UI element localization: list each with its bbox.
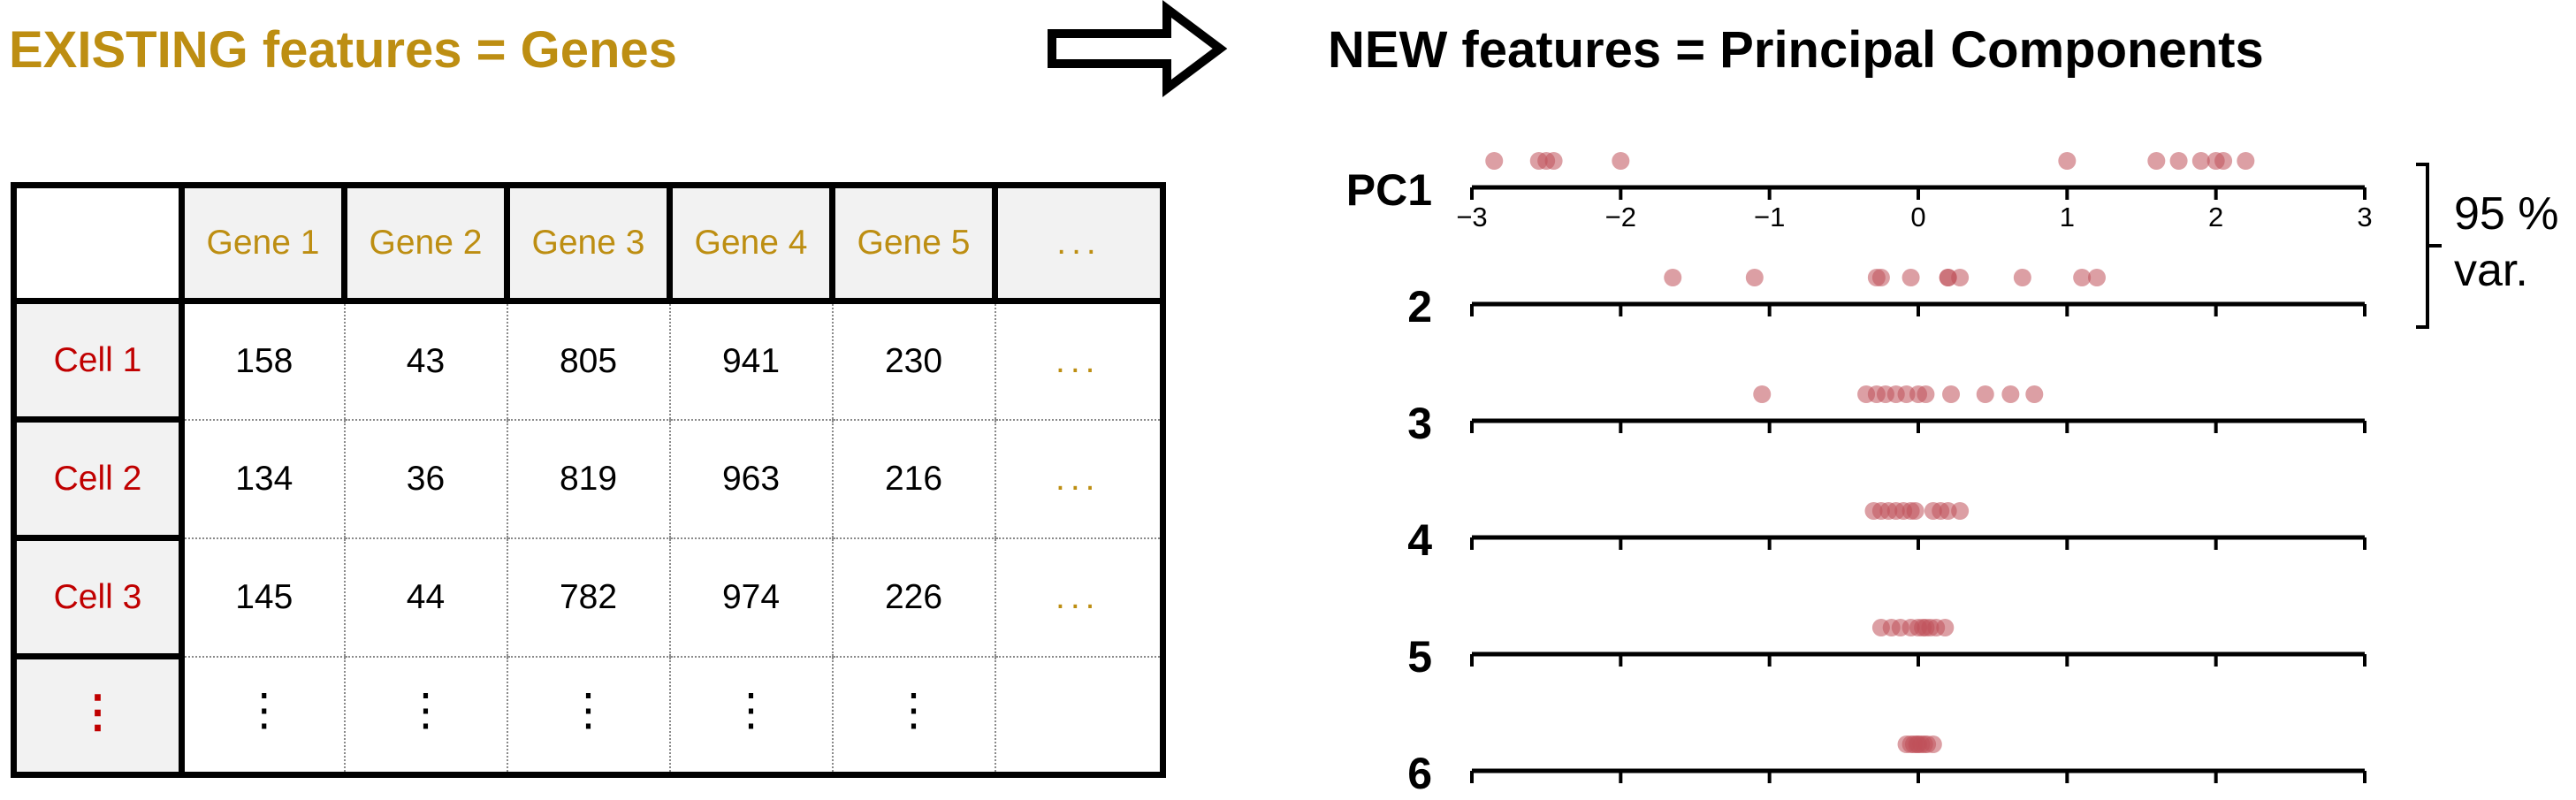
pc-label: PC1 bbox=[1346, 165, 1432, 215]
tick-label: −2 bbox=[1605, 202, 1636, 232]
data-point bbox=[2058, 152, 2077, 170]
table-cell: 974 bbox=[668, 537, 833, 658]
table-cell: 158 bbox=[180, 301, 345, 421]
data-point bbox=[2169, 152, 2188, 170]
data-point bbox=[1906, 502, 1924, 520]
pc-label: 4 bbox=[1407, 515, 1432, 565]
row-label-cell-1: Cell 1 bbox=[11, 298, 185, 423]
data-point bbox=[2001, 385, 2020, 403]
column-header-gene-5: Gene 5 bbox=[829, 182, 998, 304]
row-label-cell-3: Cell 3 bbox=[11, 535, 185, 659]
table-cell: 145 bbox=[180, 537, 345, 658]
data-point bbox=[1917, 385, 1935, 403]
row-label-cell-2: Cell 2 bbox=[11, 416, 185, 541]
table-cell-more: ... bbox=[994, 419, 1163, 539]
table-cell: 36 bbox=[343, 419, 507, 539]
data-point bbox=[2013, 269, 2031, 286]
column-header-gene-2: Gene 2 bbox=[341, 182, 510, 304]
table-cell: 782 bbox=[506, 537, 670, 658]
data-point bbox=[2191, 152, 2210, 170]
column-header-more: ... bbox=[992, 182, 1166, 304]
table-cell: ⋮ bbox=[343, 656, 507, 776]
table-corner-cell bbox=[13, 185, 185, 304]
table-cell: 805 bbox=[506, 301, 670, 421]
column-header-gene-1: Gene 1 bbox=[179, 182, 347, 304]
pc-label: 3 bbox=[1407, 399, 1432, 448]
table-cell: ⋮ bbox=[831, 656, 995, 776]
table-row: Cell 3 145 44 782 974 226 ... bbox=[11, 535, 1163, 659]
tick-label: 3 bbox=[2357, 202, 2372, 232]
tick-label: 1 bbox=[2060, 202, 2075, 232]
table-cell: 819 bbox=[506, 419, 670, 539]
tick-label: 2 bbox=[2208, 202, 2223, 232]
data-point bbox=[1951, 502, 1970, 520]
data-point bbox=[1902, 269, 1920, 286]
table-cell: 941 bbox=[668, 301, 833, 421]
data-point bbox=[2237, 152, 2255, 170]
column-header-gene-4: Gene 4 bbox=[667, 182, 835, 304]
table-cell: 134 bbox=[180, 419, 345, 539]
table-cell: 216 bbox=[831, 419, 995, 539]
gene-expression-table: Gene 1 Gene 2 Gene 3 Gene 4 Gene 5 ... C… bbox=[11, 182, 1166, 778]
data-point bbox=[2073, 269, 2092, 286]
tick-label: 0 bbox=[1910, 202, 1925, 232]
data-point bbox=[2088, 269, 2106, 286]
tick-label: −1 bbox=[1754, 202, 1785, 232]
data-point bbox=[1664, 269, 1682, 286]
data-point bbox=[1976, 385, 1994, 403]
data-point bbox=[2147, 152, 2166, 170]
table-cell: 230 bbox=[831, 301, 995, 421]
table-cell-more: ... bbox=[994, 301, 1163, 421]
table-cell: 44 bbox=[343, 537, 507, 658]
table-cell: 43 bbox=[343, 301, 507, 421]
data-point bbox=[1544, 152, 1563, 170]
data-point bbox=[1871, 269, 1890, 286]
variance-unit: var. bbox=[2454, 245, 2528, 296]
table-row: Cell 1 158 43 805 941 230 ... bbox=[11, 298, 1163, 423]
table-header-row: Gene 1 Gene 2 Gene 3 Gene 4 Gene 5 ... bbox=[13, 182, 1166, 304]
table-row: Cell 2 134 36 819 963 216 ... bbox=[11, 416, 1163, 541]
table-cell: ⋮ bbox=[180, 656, 345, 776]
data-point bbox=[1753, 385, 1772, 403]
right-arrow-icon bbox=[1048, 0, 1228, 97]
table-cell: 963 bbox=[668, 419, 833, 539]
data-point bbox=[2214, 152, 2233, 170]
table-cell-empty bbox=[994, 656, 1163, 776]
table-cell: ⋮ bbox=[506, 656, 670, 776]
table-cell-more: ... bbox=[994, 537, 1163, 658]
variance-label: 95 % var. bbox=[2454, 186, 2559, 299]
data-point bbox=[1951, 269, 1970, 286]
pc-label: 6 bbox=[1407, 749, 1432, 798]
data-point bbox=[1936, 619, 1955, 636]
tick-label: −3 bbox=[1456, 202, 1487, 232]
variance-percent: 95 % bbox=[2454, 188, 2559, 240]
variance-bracket bbox=[2416, 163, 2442, 329]
data-point bbox=[1612, 152, 1630, 170]
existing-features-title: EXISTING features = Genes bbox=[9, 21, 677, 79]
pc-label: 2 bbox=[1407, 282, 1432, 331]
row-label-more: ⋮ bbox=[11, 653, 185, 778]
column-header-gene-3: Gene 3 bbox=[504, 182, 673, 304]
data-point bbox=[1485, 152, 1504, 170]
table-cell: ⋮ bbox=[668, 656, 833, 776]
data-point bbox=[1942, 385, 1961, 403]
new-features-title: NEW features = Principal Components bbox=[1328, 21, 2264, 79]
data-point bbox=[2025, 385, 2044, 403]
data-point bbox=[1924, 735, 1942, 753]
table-row: ⋮ ⋮ ⋮ ⋮ ⋮ ⋮ bbox=[11, 653, 1163, 778]
pc-label: 5 bbox=[1407, 632, 1432, 682]
table-cell: 226 bbox=[831, 537, 995, 658]
data-point bbox=[1745, 269, 1764, 286]
